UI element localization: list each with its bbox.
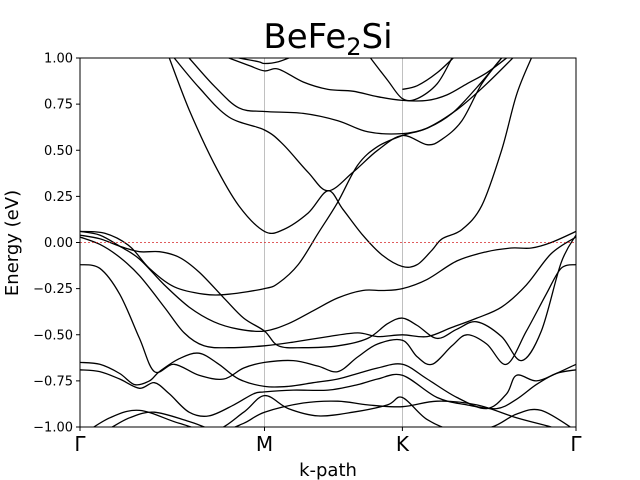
y-tick-label: 0.00 [44,236,73,251]
chart-title: BeFe2Si [263,17,392,61]
x-tick-label: Γ [74,432,86,456]
y-tick-label: −0.75 [33,374,73,389]
band-line-16 [402,58,455,91]
band-line-6 [80,230,576,333]
y-tick-label: 0.50 [44,144,73,159]
x-axis-label: k-path [299,460,357,480]
y-axis-label: Energy (eV) [2,190,23,296]
band-line-8 [80,236,576,349]
band-lines [80,58,576,427]
band-line-5 [80,263,576,380]
band-line-3 [80,369,576,418]
band-line-7 [80,234,576,362]
x-tick-label: Γ [570,432,582,456]
band-line-2 [110,400,554,427]
band-line-15 [369,58,453,102]
y-tick-label: −1.00 [33,421,73,436]
y-tick-label: −0.25 [33,282,73,297]
y-tick-label: 0.75 [44,98,73,113]
y-tick-label: −0.50 [33,328,73,343]
band-line-12 [188,58,503,135]
x-tick-label: M [256,432,273,456]
band-line-9 [80,58,514,296]
title-subscript: 2 [346,33,361,61]
band-line-13 [228,58,507,102]
band-line-4 [80,352,576,410]
band-line-1 [92,394,572,427]
x-tick-label: K [396,432,410,456]
y-tick-label: 0.25 [44,190,73,205]
title-main: BeFe [263,17,346,57]
y-axis-ticks: −1.00 −0.75 −0.50 −0.25 0.00 0.25 0.50 0.75 1.00 [33,52,80,436]
y-tick-label: 1.00 [44,52,73,67]
band-line-10 [168,58,533,268]
band-line-14 [238,58,291,65]
band-line-11 [173,58,503,192]
title-tail: Si [362,17,393,57]
